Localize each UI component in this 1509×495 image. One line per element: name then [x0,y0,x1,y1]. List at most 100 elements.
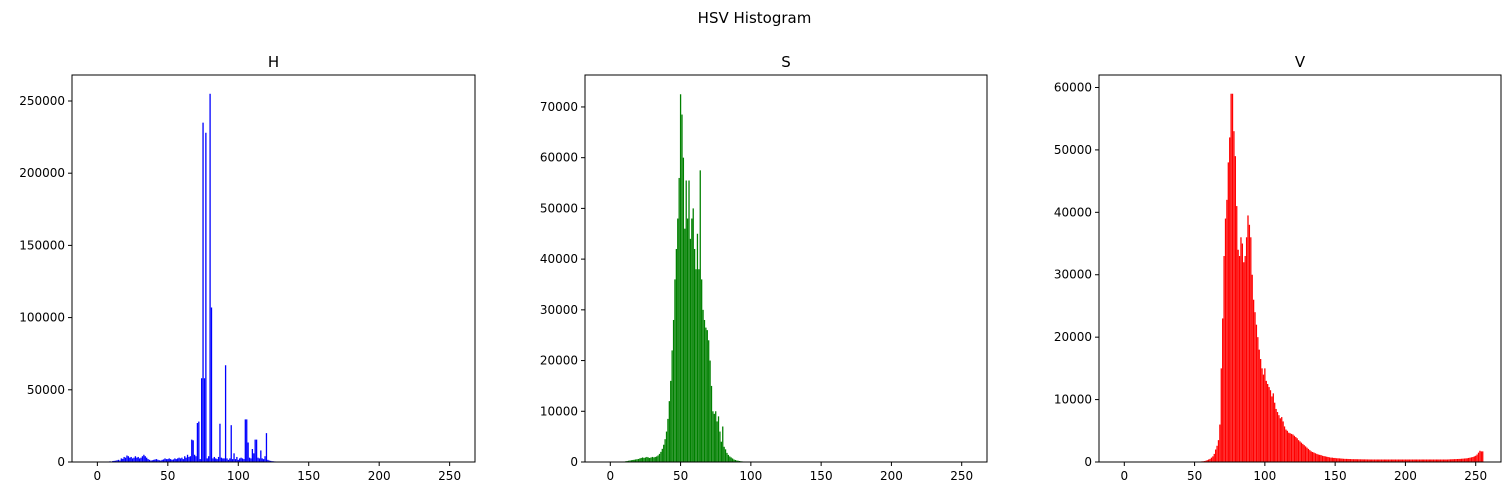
bar-s-16 [632,459,634,462]
bar-s-69 [706,330,708,462]
bar-v-91 [1251,274,1253,462]
bar-h-28 [136,457,138,462]
bar-s-41 [667,418,669,462]
bar-v-249 [1473,456,1475,462]
bar-h-75 [202,122,204,463]
bar-h-64 [186,454,189,462]
bar-h-118 [262,459,265,462]
bar-v-215 [1425,459,1428,462]
bar-h-22 [127,456,130,462]
bar-h-95 [230,425,232,462]
panel-s: S 0 50 100 150 200 250 0 10000 20000 30000 40000 500… [540,53,988,483]
bar-v-76 [1230,93,1232,462]
bar-h-31 [140,457,142,462]
bar-s-81 [723,446,725,462]
bar-h-112 [254,439,256,462]
bar-v-83 [1240,237,1242,462]
bar-v-228 [1444,459,1446,462]
bar-v-67 [1217,440,1220,462]
bar-s-12 [626,460,628,462]
bar-h-32 [141,456,144,462]
bar-h-84 [215,458,217,462]
bar-v-245 [1468,457,1470,462]
bar-v-170 [1362,459,1364,462]
bar-v-227 [1442,459,1445,462]
bar-v-177 [1372,459,1374,462]
bar-h-18 [122,458,124,462]
bar-h-25 [131,458,134,462]
bar-v-87 [1245,237,1248,462]
bar-v-96 [1258,349,1260,462]
bar-v-120 [1292,434,1294,462]
bar-h-77 [205,132,207,462]
bar-s-79 [720,441,722,462]
panel-title-s: S [781,53,791,71]
bar-v-238 [1458,458,1460,462]
bar-v-65 [1215,449,1217,462]
bar-h-12 [113,460,115,462]
bar-s-65 [701,279,703,462]
bar-h-65 [188,456,190,462]
bar-h-36 [147,459,149,462]
bar-v-230 [1446,459,1449,462]
bar-h-99 [236,456,238,462]
bar-v-198 [1401,459,1404,462]
bar-v-253 [1479,450,1481,462]
bar-v-200 [1404,459,1407,462]
bar-v-155 [1341,458,1343,462]
bar-v-141 [1321,455,1324,462]
bar-v-109 [1276,412,1279,462]
bar-v-108 [1275,408,1277,462]
panel-v: V 0 50 100 150 200 250 0 10000 20000 30000 40000 500… [1054,53,1502,483]
bar-h-43 [157,459,159,462]
x-tick-label-h-200: 200 [368,469,391,483]
bar-v-195 [1397,459,1400,462]
y-tick-label-v-50000: 50000 [1054,143,1092,157]
bar-h-107 [247,442,249,462]
bar-h-39 [151,460,153,462]
bar-h-106 [246,419,248,462]
y-tick-label-v-40000: 40000 [1054,205,1092,219]
bar-v-210 [1418,459,1421,462]
bar-v-79 [1234,156,1236,462]
bar-v-173 [1366,459,1369,462]
bar-h-41 [154,459,156,462]
bar-h-73 [199,459,201,462]
bar-v-114 [1283,426,1286,462]
bar-v-165 [1355,459,1357,462]
y-tick-label-v-30000: 30000 [1054,268,1092,282]
bar-h-47 [162,459,165,462]
bar-h-14 [116,460,118,462]
y-tick-label-h-100000: 100000 [19,311,65,325]
bar-v-241 [1462,458,1464,462]
bar-h-29 [137,456,139,462]
bar-v-97 [1260,359,1262,462]
bar-v-153 [1338,458,1340,462]
bar-s-30 [651,456,654,462]
x-tick-label-v-150: 150 [1324,469,1347,483]
bar-v-124 [1297,440,1300,462]
bar-h-17 [120,458,122,462]
bar-v-187 [1386,459,1388,462]
bar-v-85 [1243,262,1245,462]
bar-h-105 [244,419,246,462]
bar-v-130 [1306,447,1308,462]
bar-v-209 [1417,459,1419,462]
bar-v-233 [1451,459,1453,462]
y-tick-label-h-200000: 200000 [19,166,65,180]
panel-h: H 0 50 100 150 200 250 0 50000 100000 150000 200000… [19,53,476,483]
bar-h-123 [270,460,272,462]
bar-h-103 [241,458,244,462]
bar-h-108 [248,457,251,462]
x-tick-label-s-150: 150 [810,469,833,483]
bar-s-43 [670,380,672,462]
bar-v-212 [1421,459,1423,462]
bar-v-204 [1410,459,1412,462]
bar-v-60 [1207,459,1210,462]
bar-v-244 [1466,458,1468,462]
bar-v-172 [1365,459,1367,462]
bar-v-150 [1334,457,1336,462]
bar-v-190 [1390,459,1393,462]
panel-title-v: V [1295,53,1306,71]
bar-s-27 [647,457,649,462]
